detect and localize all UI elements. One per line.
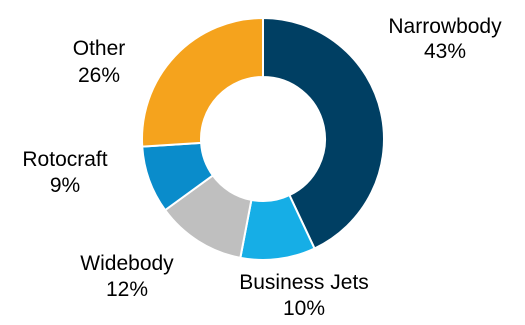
slice-value-other: 26% — [78, 64, 120, 87]
slice-value-rotocraft: 9% — [50, 174, 80, 197]
slice-value-widebody: 12% — [106, 278, 148, 301]
slice-label-other: Other — [73, 37, 126, 60]
slice-narrowbody — [262, 16, 385, 250]
slice-label-rotocraft: Rotocraft — [22, 148, 107, 171]
slice-other — [141, 16, 264, 148]
slice-label-widebody: Widebody — [80, 252, 174, 275]
slice-value-narrowbody: 43% — [424, 40, 466, 63]
donut-slices — [141, 16, 385, 261]
slice-label-business-jets: Business Jets — [239, 271, 369, 294]
slice-label-narrowbody: Narrowbody — [388, 15, 502, 38]
slice-value-business-jets: 10% — [283, 297, 325, 320]
